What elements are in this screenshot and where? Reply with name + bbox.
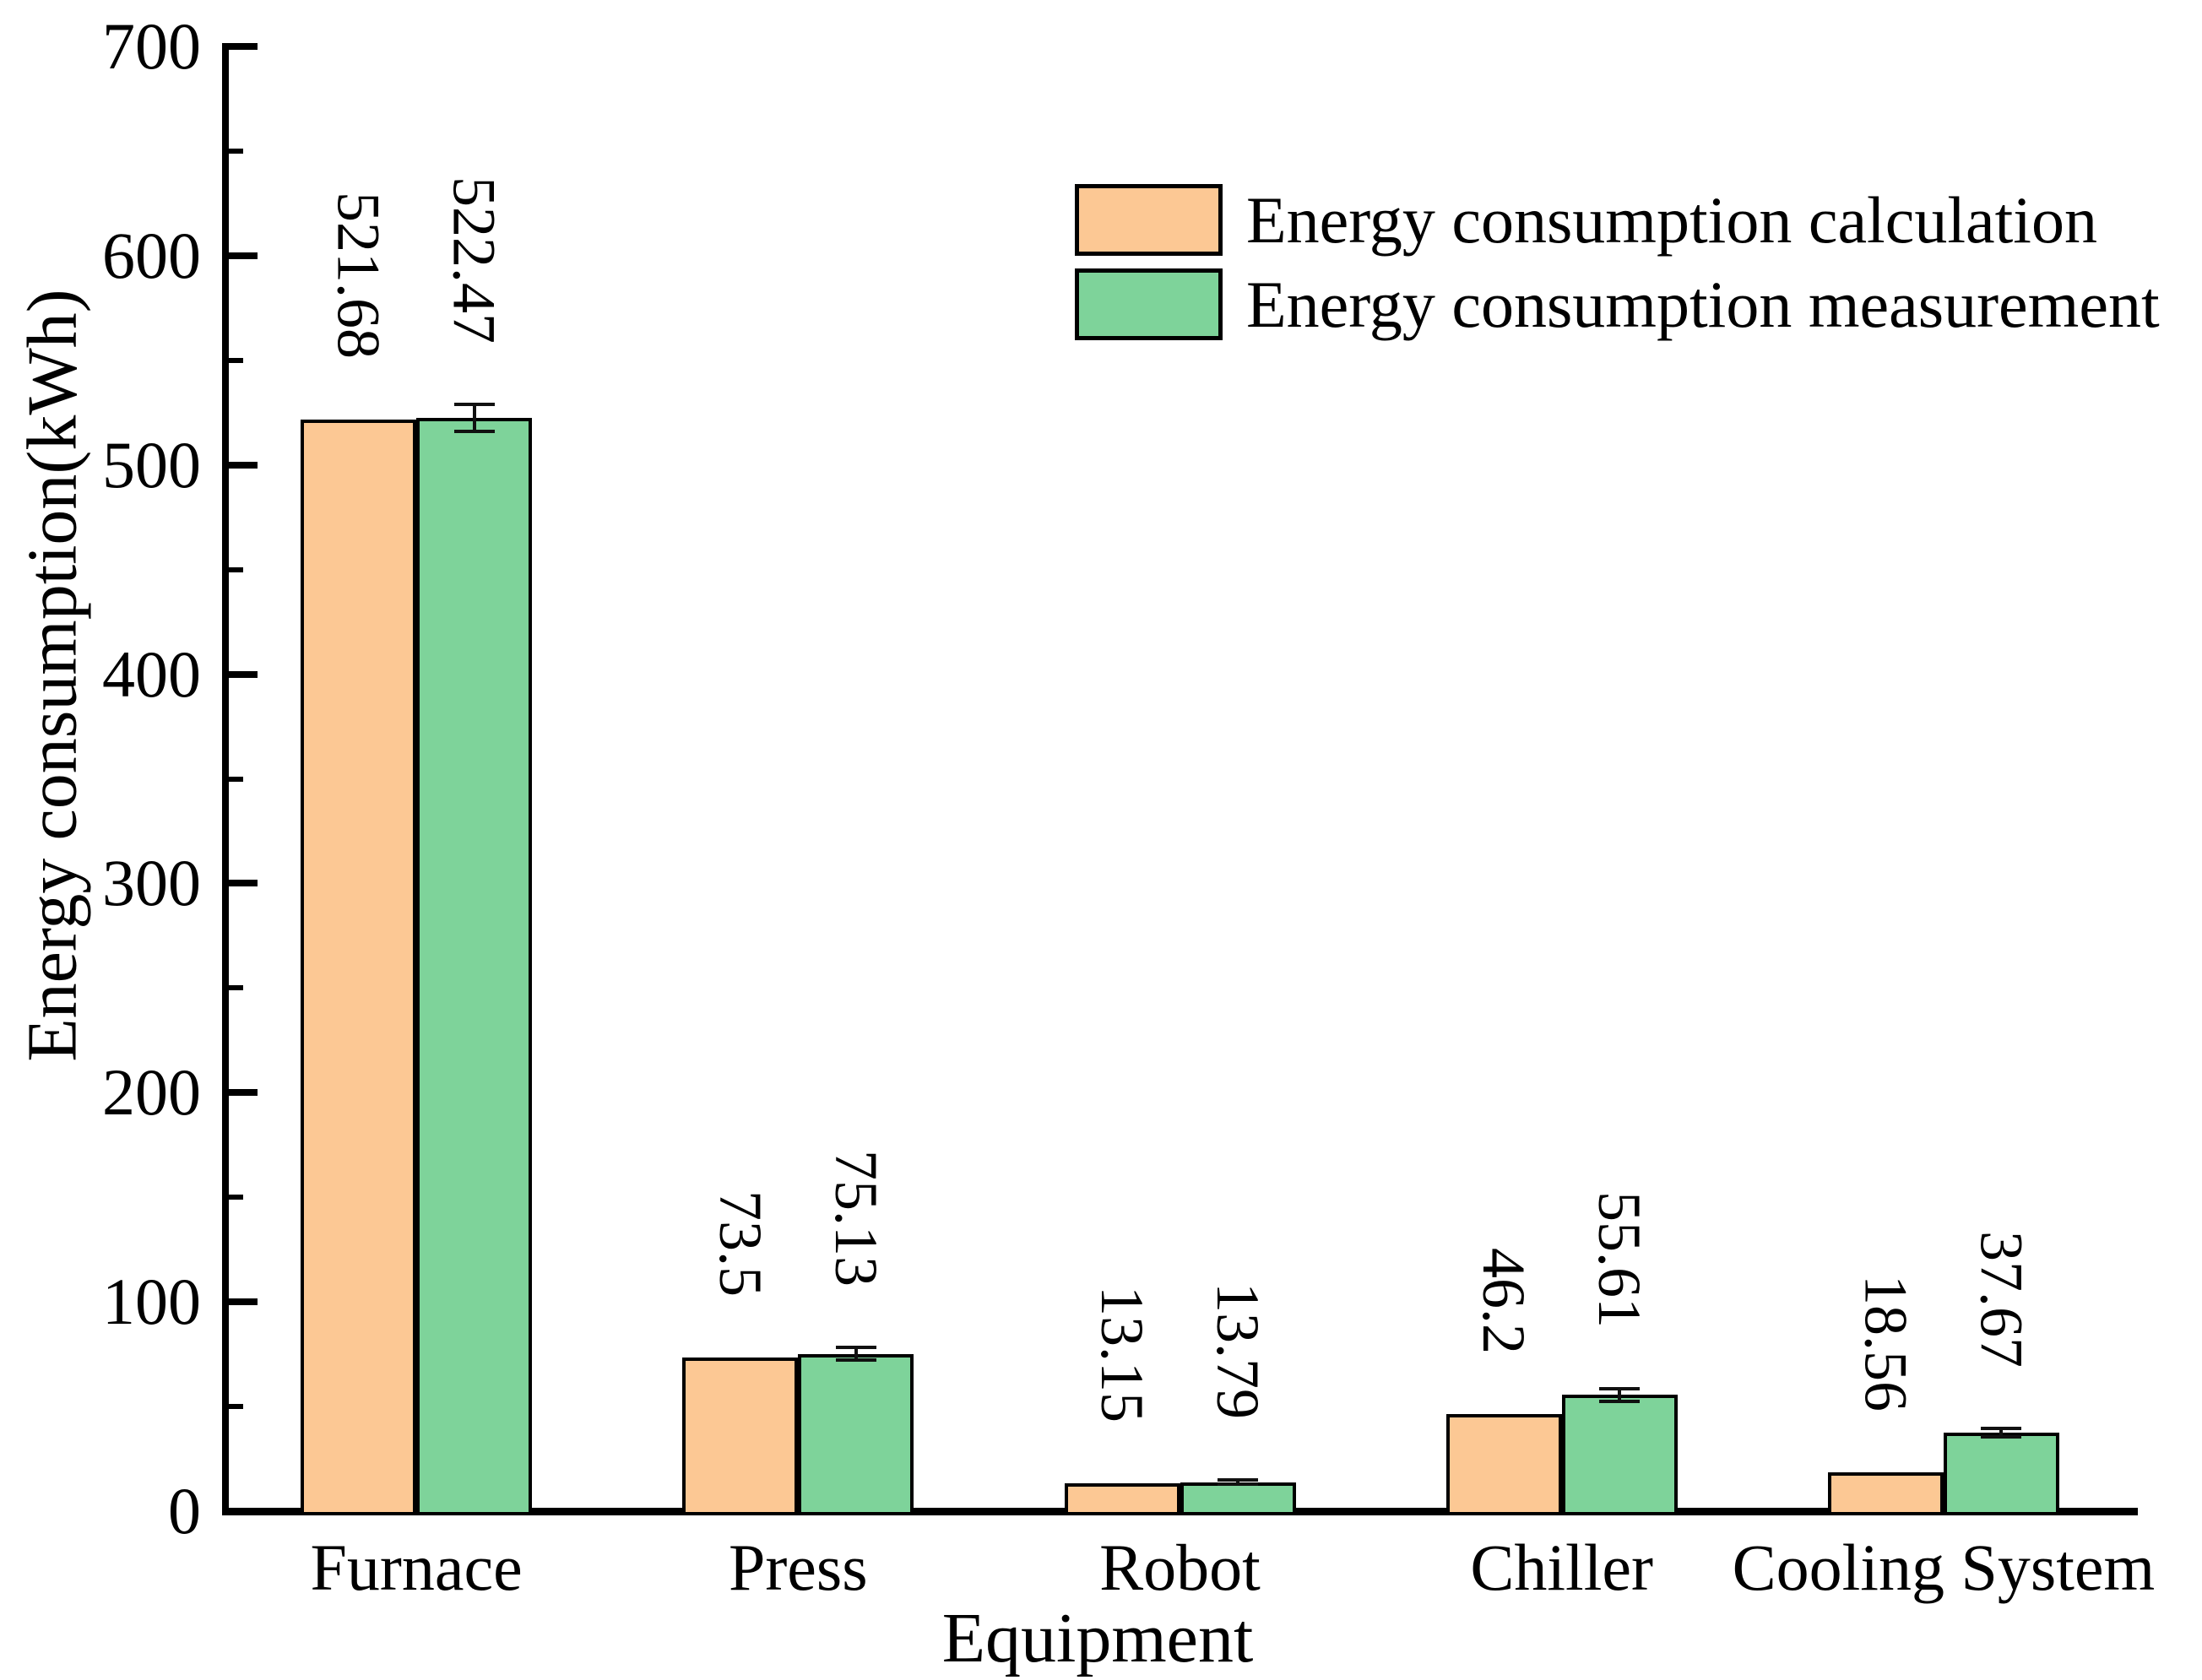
- legend: Energy consumption calculation Energy co…: [1075, 184, 2160, 353]
- bar-measurement-press: [798, 1353, 914, 1515]
- error-bar-cap-bottom-press: [835, 1358, 876, 1363]
- y-major-tick: [225, 43, 258, 50]
- y-tick-label: 700: [102, 9, 201, 83]
- error-bar-cap-top-robot: [1218, 1478, 1258, 1482]
- y-tick-label: 600: [102, 218, 201, 292]
- error-bar-stem-cooling-system: [1999, 1428, 2004, 1437]
- y-major-tick: [225, 670, 258, 678]
- y-major-tick: [225, 1508, 258, 1515]
- y-major-tick: [225, 1089, 258, 1097]
- y-minor-tick: [225, 776, 243, 782]
- y-tick-label: 500: [102, 427, 201, 501]
- error-bar-stem-chiller: [1618, 1388, 1622, 1401]
- bar-calculation-robot: [1064, 1483, 1180, 1515]
- error-bar-cap-bottom-furnace: [453, 430, 495, 434]
- error-bar-cap-bottom-cooling-system: [1981, 1434, 2022, 1439]
- bar-measurement-furnace: [416, 418, 533, 1515]
- bar-measurement-cooling-system: [1943, 1432, 2059, 1515]
- x-axis-title: Equipment: [941, 1599, 1254, 1677]
- y-minor-tick: [225, 1404, 243, 1410]
- x-tick-label-press: Press: [728, 1531, 868, 1604]
- bar-measurement-chiller: [1561, 1395, 1678, 1515]
- bar-calculation-furnace: [301, 419, 417, 1515]
- y-minor-tick: [225, 148, 243, 154]
- value-label-measurement-press: 75.13: [822, 1150, 890, 1287]
- value-label-calculation-chiller: 46.2: [1470, 1247, 1538, 1354]
- y-tick-label: 400: [102, 637, 201, 711]
- bar-calculation-press: [682, 1357, 799, 1515]
- legend-swatch-measurement: [1075, 268, 1223, 340]
- error-bar-stem-furnace: [472, 404, 476, 432]
- y-major-tick: [225, 252, 258, 259]
- bar-calculation-chiller: [1445, 1414, 1562, 1515]
- y-minor-tick: [225, 1195, 243, 1200]
- value-label-calculation-press: 73.5: [706, 1190, 774, 1297]
- error-bar-stem-robot: [1236, 1480, 1239, 1485]
- y-major-tick: [225, 461, 258, 469]
- legend-label-calculation: Energy consumption calculation: [1246, 183, 2097, 257]
- value-label-measurement-cooling-system: 37.67: [1967, 1230, 2036, 1368]
- legend-swatch-calculation: [1075, 184, 1223, 256]
- error-bar-cap-bottom-chiller: [1599, 1399, 1641, 1403]
- value-label-measurement-furnace: 522.47: [440, 176, 508, 344]
- value-label-calculation-furnace: 521.68: [324, 191, 393, 359]
- error-bar-cap-top-chiller: [1599, 1386, 1641, 1390]
- legend-item-calculation: Energy consumption calculation: [1075, 184, 2160, 256]
- x-tick-label-chiller: Chiller: [1470, 1531, 1653, 1604]
- y-major-tick: [225, 880, 258, 887]
- y-minor-tick: [225, 566, 243, 572]
- value-label-calculation-robot: 13.15: [1088, 1286, 1156, 1423]
- legend-item-measurement: Energy consumption measurement: [1075, 268, 2160, 340]
- value-label-calculation-cooling-system: 18.56: [1852, 1275, 1920, 1412]
- error-bar-cap-top-cooling-system: [1981, 1426, 2022, 1430]
- y-tick-label: 300: [102, 846, 201, 920]
- y-minor-tick: [225, 985, 243, 991]
- y-tick-label: 100: [102, 1265, 201, 1339]
- y-major-tick: [225, 1298, 258, 1306]
- x-tick-label-furnace: Furnace: [310, 1531, 523, 1604]
- y-tick-label: 0: [168, 1474, 201, 1547]
- value-label-measurement-chiller: 55.61: [1586, 1190, 1654, 1328]
- value-label-measurement-robot: 13.79: [1204, 1282, 1272, 1420]
- x-tick-label-cooling-system: Cooling System: [1732, 1531, 2156, 1604]
- x-tick-label-robot: Robot: [1099, 1531, 1261, 1604]
- error-bar-cap-top-press: [835, 1346, 876, 1350]
- y-minor-tick: [225, 357, 243, 363]
- bar-measurement-robot: [1180, 1482, 1296, 1515]
- error-bar-cap-bottom-robot: [1218, 1482, 1258, 1487]
- legend-label-measurement: Energy consumption measurement: [1246, 268, 2160, 341]
- bar-calculation-cooling-system: [1827, 1471, 1944, 1515]
- error-bar-stem-press: [854, 1347, 858, 1361]
- error-bar-cap-top-furnace: [453, 402, 495, 406]
- y-tick-label: 200: [102, 1055, 201, 1130]
